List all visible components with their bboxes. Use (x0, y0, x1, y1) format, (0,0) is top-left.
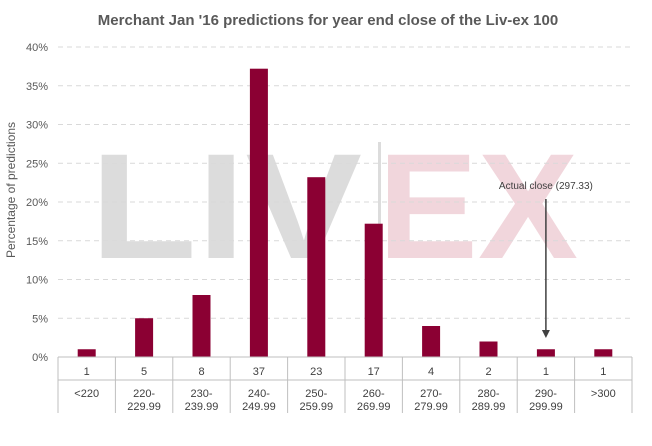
count-label: 2 (485, 366, 491, 378)
annotation-arrowhead (541, 330, 550, 338)
count-label: 1 (543, 366, 549, 378)
x-tick-label: 290- (535, 388, 557, 400)
count-label: 1 (600, 366, 606, 378)
livex-watermark: LIV EX (90, 122, 578, 290)
x-tick-label: 249.99 (242, 401, 276, 413)
count-label: 1 (84, 366, 90, 378)
x-tick-label: 220- (133, 388, 155, 400)
annotation-label: Actual close (297.33) (499, 181, 593, 192)
y-axis-ticks: 0% 5% 10% 15% 20% 25% 30% 35% 40% (26, 42, 48, 364)
y-tick-label: 5% (32, 313, 48, 325)
x-tick-label: 269.99 (357, 401, 391, 413)
bar (192, 295, 211, 357)
y-tick-label: 0% (32, 352, 48, 364)
x-tick-label: 270- (420, 388, 442, 400)
x-tick-label: 239.99 (185, 401, 219, 413)
y-tick-label: 30% (26, 120, 48, 132)
y-tick-label: 15% (26, 236, 48, 248)
bar (536, 349, 555, 357)
x-tick-label: 230- (190, 388, 212, 400)
bar (422, 326, 441, 357)
count-label: 23 (310, 366, 322, 378)
bar (135, 318, 154, 357)
y-tick-label: 10% (26, 275, 48, 287)
chart-title: Merchant Jan '16 predictions for year en… (98, 12, 558, 29)
bar (307, 177, 326, 357)
y-tick-label: 25% (26, 158, 48, 170)
count-label: 17 (368, 366, 380, 378)
category-table: 1 5 8 37 23 17 4 2 1 1 <220 220-229.99 230-239.99 240… (57, 356, 633, 413)
x-tick-label: >300 (591, 388, 616, 400)
x-tick-label: 259.99 (299, 401, 333, 413)
count-label: 37 (253, 366, 265, 378)
x-tick-label: 240- (248, 388, 270, 400)
y-axis-label: Percentage of predictions (4, 122, 18, 258)
count-label: 8 (198, 366, 204, 378)
bar (77, 349, 96, 357)
x-tick-label: 289.99 (472, 401, 506, 413)
x-tick-label: 299.99 (529, 401, 563, 413)
watermark-divider (378, 142, 381, 254)
x-tick-label: <220 (74, 388, 99, 400)
y-tick-label: 40% (26, 42, 48, 54)
watermark-ex: EX (378, 122, 578, 290)
x-tick-label: 250- (305, 388, 327, 400)
x-tick-label: 229.99 (127, 401, 161, 413)
x-tick-label: 260- (363, 388, 385, 400)
y-tick-label: 35% (26, 81, 48, 93)
bar (479, 341, 498, 357)
bars (77, 68, 613, 357)
annotation: Actual close (297.33) (499, 181, 593, 338)
y-tick-label: 20% (26, 197, 48, 209)
bar (249, 68, 268, 357)
bar (594, 349, 613, 357)
x-tick-label: 280- (477, 388, 499, 400)
gridlines (58, 46, 632, 319)
count-label: 5 (141, 366, 147, 378)
count-label: 4 (428, 366, 434, 378)
bar (364, 223, 383, 357)
x-tick-label: 279.99 (414, 401, 448, 413)
